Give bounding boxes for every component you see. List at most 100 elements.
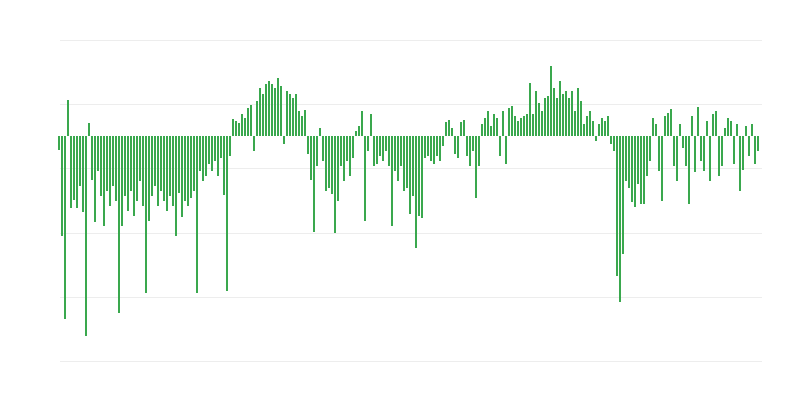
bar	[673, 136, 675, 166]
bar	[508, 108, 510, 136]
bar	[598, 124, 600, 136]
bar	[517, 121, 519, 136]
bar	[499, 136, 501, 156]
bar	[745, 126, 747, 136]
bar	[265, 84, 267, 136]
bar	[160, 136, 162, 191]
bar	[256, 101, 258, 136]
bar	[505, 136, 507, 164]
bar	[670, 109, 672, 136]
bar	[427, 136, 429, 156]
bar	[103, 136, 105, 226]
bar	[658, 136, 660, 171]
bar	[349, 136, 351, 176]
bar	[577, 88, 579, 136]
bar	[502, 111, 504, 136]
bar	[109, 136, 111, 206]
bar	[151, 136, 153, 196]
bar	[202, 136, 204, 181]
bar	[565, 91, 567, 136]
bar	[550, 66, 552, 136]
bar	[76, 136, 78, 208]
bar	[271, 84, 273, 136]
bar	[592, 121, 594, 136]
bar	[409, 136, 411, 214]
bar	[403, 136, 405, 191]
bar	[343, 136, 345, 181]
bar	[751, 124, 753, 136]
bar	[661, 136, 663, 201]
bar	[367, 136, 369, 151]
bar	[382, 136, 384, 161]
bar	[241, 114, 243, 136]
bar	[157, 136, 159, 206]
bar	[127, 136, 129, 211]
bar	[229, 136, 231, 156]
bar	[310, 136, 312, 180]
bar	[439, 136, 441, 161]
gridline	[60, 361, 762, 362]
bar	[418, 136, 420, 216]
bar	[187, 136, 189, 206]
bar	[142, 136, 144, 206]
bar	[715, 111, 717, 136]
bar	[235, 121, 237, 136]
gridline	[60, 297, 762, 298]
bar	[652, 118, 654, 136]
bar	[619, 136, 621, 302]
bar	[634, 136, 636, 207]
bar	[601, 118, 603, 136]
bar	[178, 136, 180, 193]
bar	[484, 118, 486, 136]
bar	[583, 124, 585, 136]
bar	[637, 136, 639, 184]
bar	[334, 136, 336, 233]
bar	[394, 136, 396, 171]
bar	[298, 111, 300, 136]
bar	[331, 136, 333, 194]
bar	[631, 136, 633, 202]
bar	[628, 136, 630, 188]
bar	[430, 136, 432, 161]
bar	[67, 100, 69, 136]
bar	[316, 136, 318, 166]
bar	[655, 124, 657, 136]
bar	[616, 136, 618, 276]
bar	[676, 136, 678, 181]
bar	[361, 111, 363, 136]
bar	[184, 136, 186, 201]
bar	[523, 116, 525, 136]
bar	[448, 120, 450, 136]
bar	[115, 136, 117, 201]
bar	[703, 136, 705, 171]
bar	[721, 136, 723, 166]
bar	[520, 118, 522, 136]
bar	[433, 136, 435, 164]
bar	[154, 136, 156, 186]
bar	[145, 136, 147, 293]
bar	[706, 121, 708, 136]
bar	[355, 131, 357, 136]
bar	[301, 116, 303, 136]
bar	[205, 136, 207, 176]
bar	[559, 81, 561, 136]
bar	[124, 136, 126, 196]
bar	[199, 136, 201, 171]
bar	[562, 94, 564, 136]
bar	[589, 111, 591, 136]
bar	[733, 136, 735, 164]
bar	[61, 136, 63, 236]
bar	[100, 136, 102, 196]
bar	[475, 136, 477, 198]
bar	[397, 136, 399, 181]
bar	[73, 136, 75, 200]
bar	[463, 120, 465, 136]
bar	[379, 136, 381, 156]
bar	[337, 136, 339, 201]
bar	[220, 136, 222, 158]
bar	[319, 128, 321, 136]
bar	[469, 136, 471, 166]
bar	[181, 136, 183, 217]
gridline	[60, 104, 762, 105]
bar	[553, 88, 555, 136]
